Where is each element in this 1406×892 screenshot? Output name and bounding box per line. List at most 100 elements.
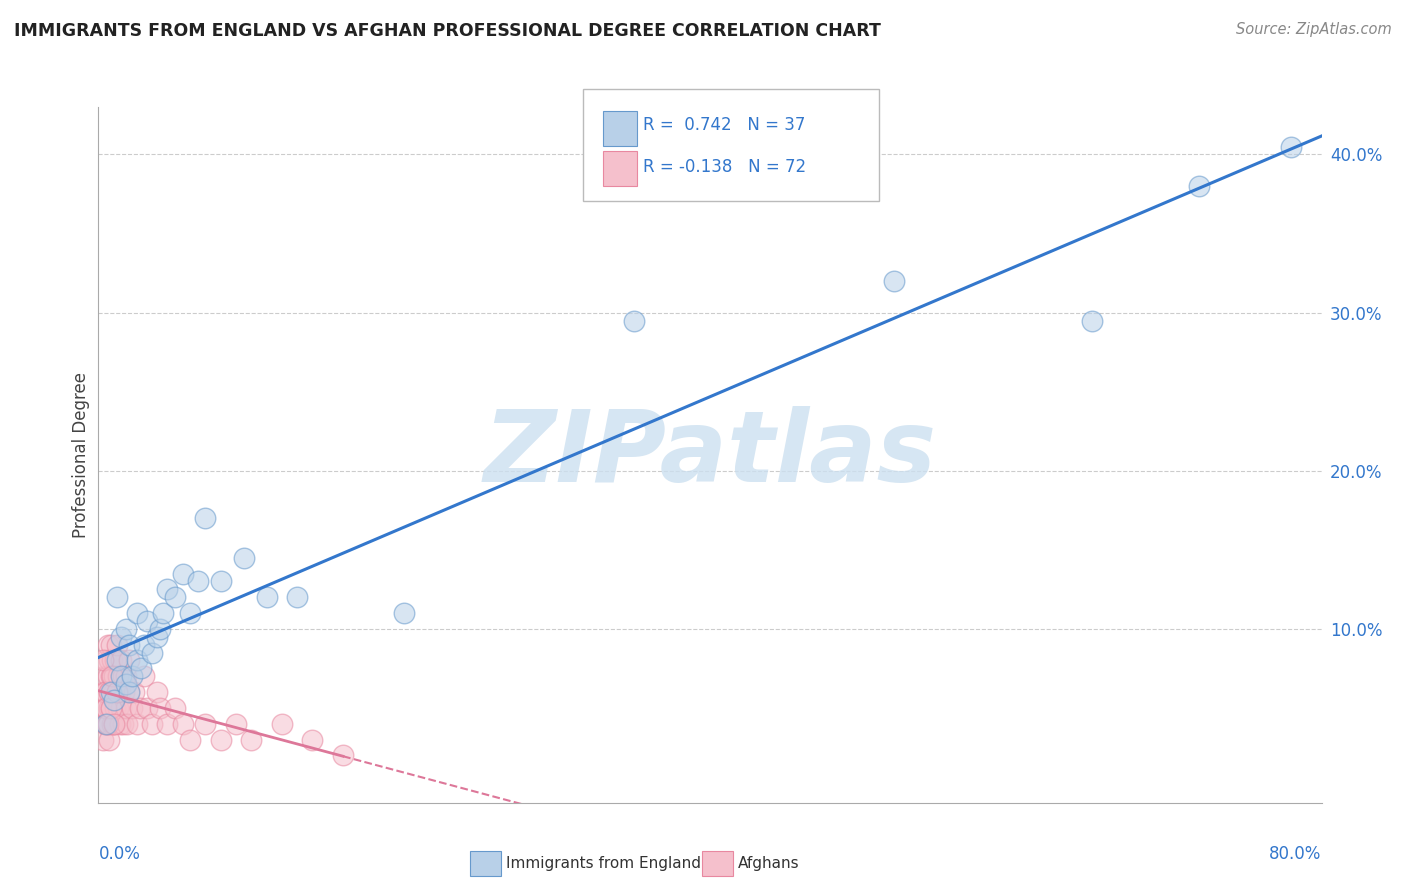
Text: ZIPatlas: ZIPatlas [484, 407, 936, 503]
Text: R =  0.742   N = 37: R = 0.742 N = 37 [643, 116, 804, 134]
Point [103, 685, 125, 699]
Point [97, 638, 120, 652]
Point [240, 732, 263, 747]
Point [100, 638, 122, 652]
Point [125, 653, 148, 667]
Point [194, 511, 217, 525]
Point [256, 591, 278, 605]
Point [194, 716, 217, 731]
Point [209, 732, 232, 747]
Point [136, 614, 159, 628]
Point [104, 653, 127, 667]
Point [97, 716, 120, 731]
Point [136, 701, 159, 715]
Point [98, 685, 121, 699]
Point [134, 638, 156, 652]
Text: Afghans: Afghans [738, 856, 800, 871]
Point [118, 653, 141, 667]
Point [93, 716, 115, 731]
Point [105, 591, 128, 605]
Point [172, 716, 194, 731]
Point [105, 685, 128, 699]
Point [100, 669, 122, 683]
Point [179, 606, 201, 620]
Point [163, 701, 186, 715]
Point [149, 622, 172, 636]
Point [141, 716, 163, 731]
Point [100, 701, 122, 715]
Y-axis label: Professional Degree: Professional Degree [72, 372, 90, 538]
Point [97, 669, 120, 683]
Point [98, 701, 121, 715]
Point [101, 685, 124, 699]
Point [111, 669, 134, 683]
Point [145, 630, 167, 644]
Point [110, 630, 132, 644]
Point [105, 685, 128, 699]
Point [103, 716, 125, 731]
Point [105, 638, 128, 652]
Point [118, 638, 141, 652]
Text: 80.0%: 80.0% [1270, 845, 1322, 863]
Text: Source: ZipAtlas.com: Source: ZipAtlas.com [1236, 22, 1392, 37]
Point [115, 677, 138, 691]
Point [105, 653, 128, 667]
Point [101, 716, 124, 731]
Point [121, 701, 143, 715]
Point [94, 716, 117, 731]
Point [91, 685, 114, 699]
Point [125, 606, 148, 620]
Point [98, 685, 121, 699]
Point [101, 653, 124, 667]
Text: 0.0%: 0.0% [98, 845, 141, 863]
Point [156, 582, 179, 597]
Point [100, 685, 122, 699]
Point [883, 274, 905, 288]
Text: IMMIGRANTS FROM ENGLAND VS AFGHAN PROFESSIONAL DEGREE CORRELATION CHART: IMMIGRANTS FROM ENGLAND VS AFGHAN PROFES… [14, 22, 882, 40]
Point [118, 685, 141, 699]
Point [149, 701, 172, 715]
Point [97, 716, 120, 731]
Point [94, 701, 117, 715]
Point [209, 574, 232, 589]
Point [103, 669, 125, 683]
Point [103, 716, 125, 731]
Point [125, 716, 148, 731]
Point [285, 591, 308, 605]
Point [110, 701, 132, 715]
Point [91, 653, 114, 667]
Point [93, 669, 115, 683]
Point [93, 685, 115, 699]
Point [134, 669, 156, 683]
Point [107, 669, 129, 683]
Point [100, 701, 122, 715]
Point [112, 685, 135, 699]
Point [187, 574, 209, 589]
Point [103, 693, 125, 707]
Point [117, 716, 139, 731]
Point [98, 732, 121, 747]
Point [107, 701, 129, 715]
Point [152, 606, 174, 620]
Point [301, 732, 323, 747]
Point [145, 685, 167, 699]
Point [115, 701, 138, 715]
Point [108, 716, 131, 731]
Point [94, 653, 117, 667]
Point [122, 685, 145, 699]
Point [91, 732, 114, 747]
Point [232, 550, 254, 565]
Point [94, 716, 117, 731]
Point [111, 716, 134, 731]
Point [172, 566, 194, 581]
Point [332, 748, 354, 763]
Point [270, 716, 292, 731]
Point [108, 685, 131, 699]
Point [94, 701, 117, 715]
Point [225, 716, 247, 731]
Text: R = -0.138   N = 72: R = -0.138 N = 72 [643, 158, 806, 176]
Text: Immigrants from England: Immigrants from England [506, 856, 702, 871]
Point [93, 701, 115, 715]
Point [115, 669, 138, 683]
Point [392, 606, 416, 620]
